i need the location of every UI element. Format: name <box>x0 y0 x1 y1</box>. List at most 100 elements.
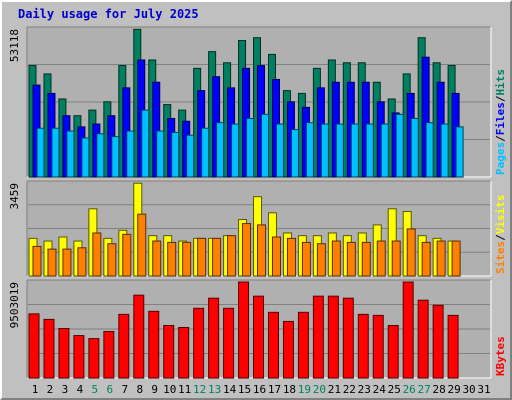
bar-kbytes-day-1 <box>28 313 40 379</box>
bar-sites-day-19 <box>301 241 311 277</box>
bar-kbytes-day-18 <box>282 320 294 379</box>
bar-sites-day-4 <box>77 247 87 277</box>
bar-sites-day-18 <box>286 237 296 277</box>
bar-pages-day-7 <box>126 130 135 178</box>
bar-sites-day-16 <box>257 224 267 277</box>
x-tick-label-day-2: 2 <box>47 383 54 396</box>
bar-sites-day-21 <box>331 240 341 277</box>
bar-pages-day-11 <box>186 134 195 178</box>
x-tick-label-day-31: 31 <box>477 383 490 396</box>
y-axis-label-part: Files <box>494 102 507 135</box>
bar-sites-day-14 <box>227 235 237 277</box>
y-max-label: 3459 <box>8 183 21 210</box>
bar-sites-day-3 <box>62 248 72 277</box>
bar-pages-day-9 <box>156 130 165 178</box>
y-axis-label-part: Sites <box>494 241 507 274</box>
x-tick-label-day-3: 3 <box>62 383 69 396</box>
bar-kbytes-day-14 <box>223 307 235 379</box>
bar-pages-day-3 <box>66 130 75 178</box>
bar-kbytes-day-29 <box>447 314 459 379</box>
x-tick-label-day-17: 17 <box>268 383 281 396</box>
y-axis-label-part: / <box>494 135 507 142</box>
bar-pages-day-19 <box>305 122 314 178</box>
bar-pages-day-20 <box>320 123 329 178</box>
bar-kbytes-day-13 <box>208 297 220 379</box>
bar-kbytes-day-16 <box>253 295 265 379</box>
bar-pages-day-22 <box>350 123 359 178</box>
bar-pages-day-4 <box>81 137 90 178</box>
bar-sites-day-13 <box>212 237 222 277</box>
chart-title: Daily usage for July 2025 <box>18 7 199 21</box>
bar-kbytes-day-12 <box>193 307 205 379</box>
x-tick-label-day-22: 22 <box>343 383 356 396</box>
panel-visits-sites: 3459 Sites/Visits <box>8 180 507 277</box>
bar-kbytes-day-27 <box>417 299 429 379</box>
bar-pages-day-13 <box>216 122 225 178</box>
bar-pages-day-5 <box>96 133 105 178</box>
x-tick-label-day-8: 8 <box>136 383 143 396</box>
bar-sites-day-24 <box>376 240 386 277</box>
bar-kbytes-day-5 <box>88 338 100 379</box>
bar-pages-day-23 <box>365 123 374 178</box>
bar-sites-day-23 <box>361 241 371 277</box>
bar-pages-day-6 <box>111 136 120 178</box>
x-tick-label-day-25: 25 <box>388 383 401 396</box>
bar-sites-day-9 <box>152 240 162 277</box>
bar-kbytes-day-11 <box>178 326 190 379</box>
bar-pages-day-29 <box>455 126 464 178</box>
bar-sites-day-20 <box>316 243 326 277</box>
x-tick-label-day-30: 30 <box>462 383 475 396</box>
bar-sites-day-2 <box>47 248 57 277</box>
bar-sites-day-6 <box>107 243 117 277</box>
bar-kbytes-day-3 <box>58 327 70 379</box>
bar-sites-day-15 <box>242 223 252 277</box>
x-tick-label-day-10: 10 <box>163 383 176 396</box>
x-tick-label-day-7: 7 <box>121 383 128 396</box>
x-tick-label-day-24: 24 <box>373 383 387 396</box>
x-tick-label-day-18: 18 <box>283 383 296 396</box>
bar-sites-day-27 <box>421 241 431 277</box>
y-axis-label: KBytes <box>494 336 507 376</box>
y-axis-label-part: Pages <box>494 142 507 175</box>
bar-sites-day-29 <box>451 240 461 277</box>
bar-kbytes-day-20 <box>312 295 324 379</box>
bar-sites-day-12 <box>197 237 207 277</box>
bar-kbytes-day-26 <box>402 281 414 379</box>
bar-kbytes-day-6 <box>103 331 115 379</box>
x-tick-label-day-27: 27 <box>418 383 431 396</box>
bar-kbytes-day-19 <box>297 311 309 379</box>
bar-pages-day-25 <box>395 113 404 178</box>
x-tick-label-day-16: 16 <box>253 383 266 396</box>
x-tick-label-day-13: 13 <box>208 383 221 396</box>
x-tick-label-day-12: 12 <box>193 383 206 396</box>
x-tick-label-day-20: 20 <box>313 383 326 396</box>
bar-sites-day-28 <box>436 240 446 277</box>
bar-pages-day-1 <box>36 127 45 178</box>
bar-sites-day-10 <box>167 241 177 277</box>
bar-kbytes-day-25 <box>387 324 399 379</box>
x-tick-label-day-29: 29 <box>447 383 460 396</box>
bar-kbytes-day-10 <box>163 324 175 379</box>
y-axis-label: Sites/Visits <box>494 195 507 275</box>
x-tick-label-day-14: 14 <box>223 383 237 396</box>
y-axis-label-part: Hits <box>494 69 507 96</box>
bar-sites-day-8 <box>137 213 147 277</box>
y-max-label: 53118 <box>8 29 21 62</box>
bar-kbytes-day-9 <box>148 310 160 379</box>
bar-pages-day-8 <box>141 109 150 178</box>
bar-pages-day-17 <box>275 123 284 178</box>
y-axis-label: Pages/Files/Hits <box>494 69 507 175</box>
bar-kbytes-day-8 <box>133 294 145 379</box>
bar-pages-day-2 <box>51 127 60 178</box>
bar-kbytes-day-17 <box>267 311 279 379</box>
panel-kbytes: 9503019 KBytes <box>8 279 507 379</box>
bar-pages-day-16 <box>261 113 270 178</box>
x-tick-label-day-19: 19 <box>298 383 311 396</box>
x-tick-label-day-26: 26 <box>403 383 416 396</box>
x-tick-label-day-1: 1 <box>32 383 39 396</box>
x-tick-label-day-5: 5 <box>92 383 99 396</box>
bar-pages-day-24 <box>380 123 389 178</box>
bar-pages-day-14 <box>231 123 240 178</box>
bar-kbytes-day-21 <box>327 295 339 379</box>
